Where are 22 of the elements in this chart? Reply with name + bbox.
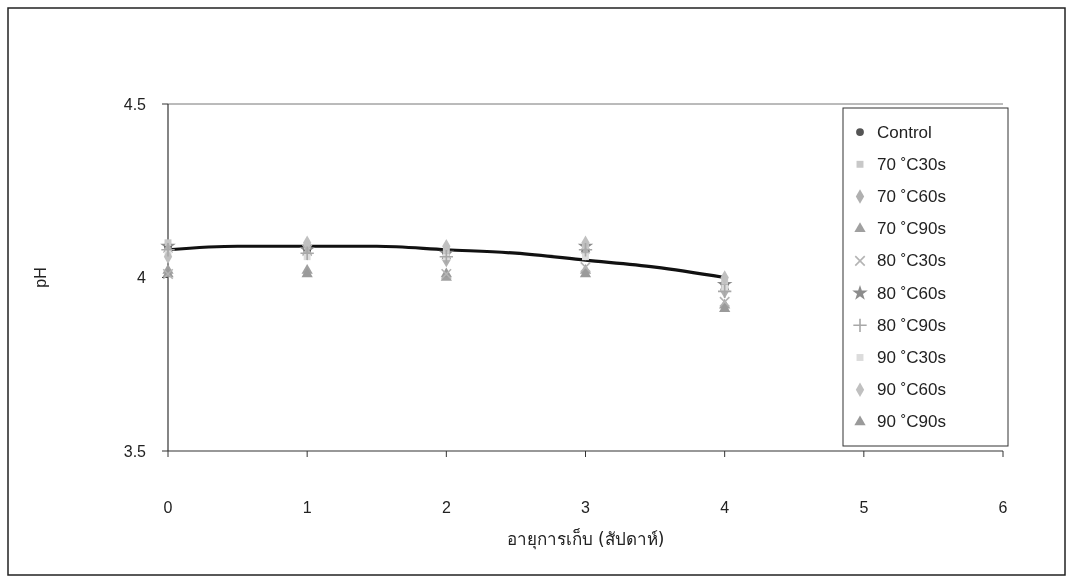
legend-label: Control <box>877 122 932 142</box>
x-axis-title: อายุการเก็บ (สัปดาห์) <box>506 528 665 550</box>
legend-label: 90 ˚C30s <box>877 348 946 367</box>
x-tick-label: 5 <box>859 498 869 516</box>
legend-label: 90 ˚C90s <box>877 412 946 432</box>
x-tick-label: 3 <box>581 498 591 516</box>
x-tick-label: 4 <box>720 498 730 516</box>
y-tick-label: 4 <box>137 269 147 286</box>
x-tick-label: 1 <box>302 498 312 516</box>
y-tick-label: 3.5 <box>123 442 147 460</box>
x-tick-label: 6 <box>998 498 1008 516</box>
legend-label: 80 ˚C30s <box>877 251 946 271</box>
y-axis-title: pH <box>31 267 49 288</box>
x-tick-label: 0 <box>163 498 173 516</box>
y-tick-label: 4.5 <box>123 95 147 113</box>
x-tick-label: 2 <box>441 498 451 516</box>
legend-label: 70 ˚C30s <box>877 154 946 174</box>
legend-label: 90 ˚C60s <box>877 380 946 400</box>
legend-label: 70 ˚C90s <box>877 219 946 239</box>
legend-label: 80 ˚C60s <box>877 283 946 303</box>
legend-label: 80 ˚C90s <box>877 315 946 335</box>
legend-label: 70 ˚C60s <box>877 187 946 206</box>
